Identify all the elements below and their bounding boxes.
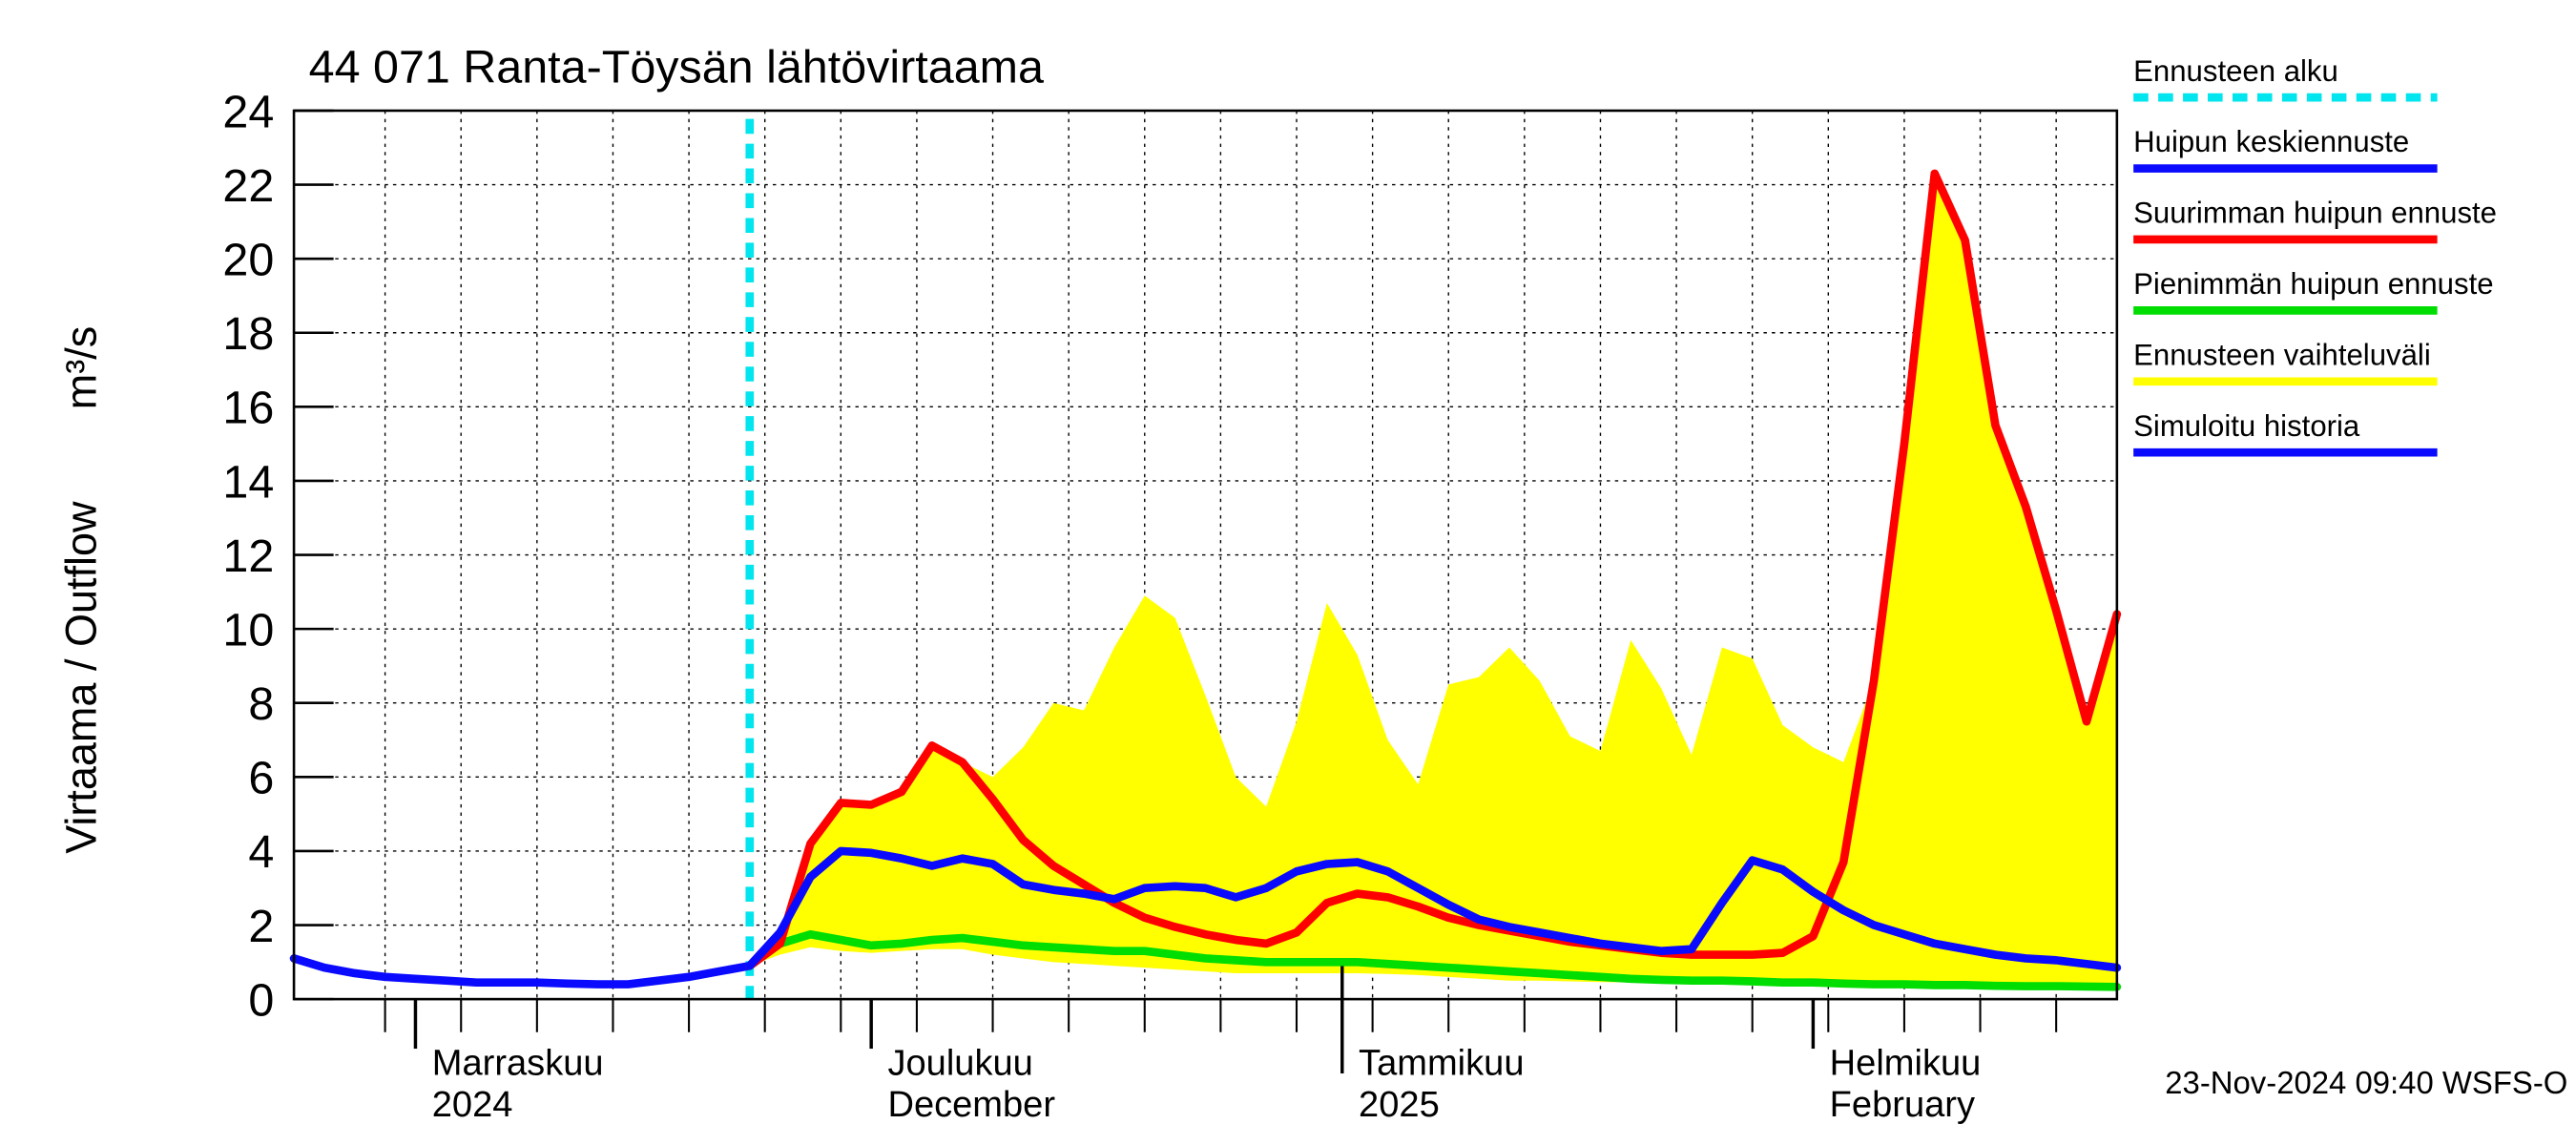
legend-label: Suurimman huipun ennuste [2133,197,2497,230]
footer: 23-Nov-2024 09:40 WSFS-O [2165,1065,2567,1100]
y-tick-label: 8 [248,678,274,730]
x-tick-sublabel: February [1830,1085,1975,1125]
y-tick-label: 18 [222,308,274,360]
y-tick-label: 24 [222,86,274,137]
y-tick-label: 10 [222,604,274,656]
y-tick-label: 2 [248,901,274,952]
series-line [745,846,2122,972]
x-tick-sublabel: December [887,1085,1055,1125]
x-tick-label: Tammikuu [1359,1044,1524,1084]
series-line [289,954,755,989]
x-tick-sublabel: 2025 [1359,1085,1440,1125]
y-axis-label: Virtaama / Outflow [56,501,105,854]
series-line [745,929,2122,991]
y-tick-label: 0 [248,974,274,1026]
x-tick-label: Helmikuu [1830,1044,1982,1084]
y-tick-label: 20 [222,234,274,285]
legend-label: Simuloitu historia [2133,409,2360,443]
y-tick-label: 6 [248,753,274,804]
x-tick-sublabel: 2024 [432,1085,513,1125]
x-tick-label: Joulukuu [887,1044,1032,1084]
legend-label: Ennusteen alku [2133,54,2338,88]
y-tick-label: 16 [222,383,274,434]
series-line [745,169,2122,970]
y-tick-label: 14 [222,456,274,508]
y-tick-label: 22 [222,160,274,212]
y-axis-unit: m³/s [56,326,105,409]
y-tick-label: 12 [222,531,274,582]
legend-label: Pienimmän huipun ennuste [2133,267,2493,301]
chart-title: 44 071 Ranta-Töysän lähtövirtaama [309,42,1044,94]
plot-frame [292,109,2119,1001]
legend-label: Ennusteen vaihteluväli [2133,339,2431,372]
legend-label: Huipun keskiennuste [2133,125,2409,158]
x-tick-label: Marraskuu [432,1044,604,1084]
y-tick-label: 4 [248,826,274,878]
forecast-band [749,173,2117,989]
